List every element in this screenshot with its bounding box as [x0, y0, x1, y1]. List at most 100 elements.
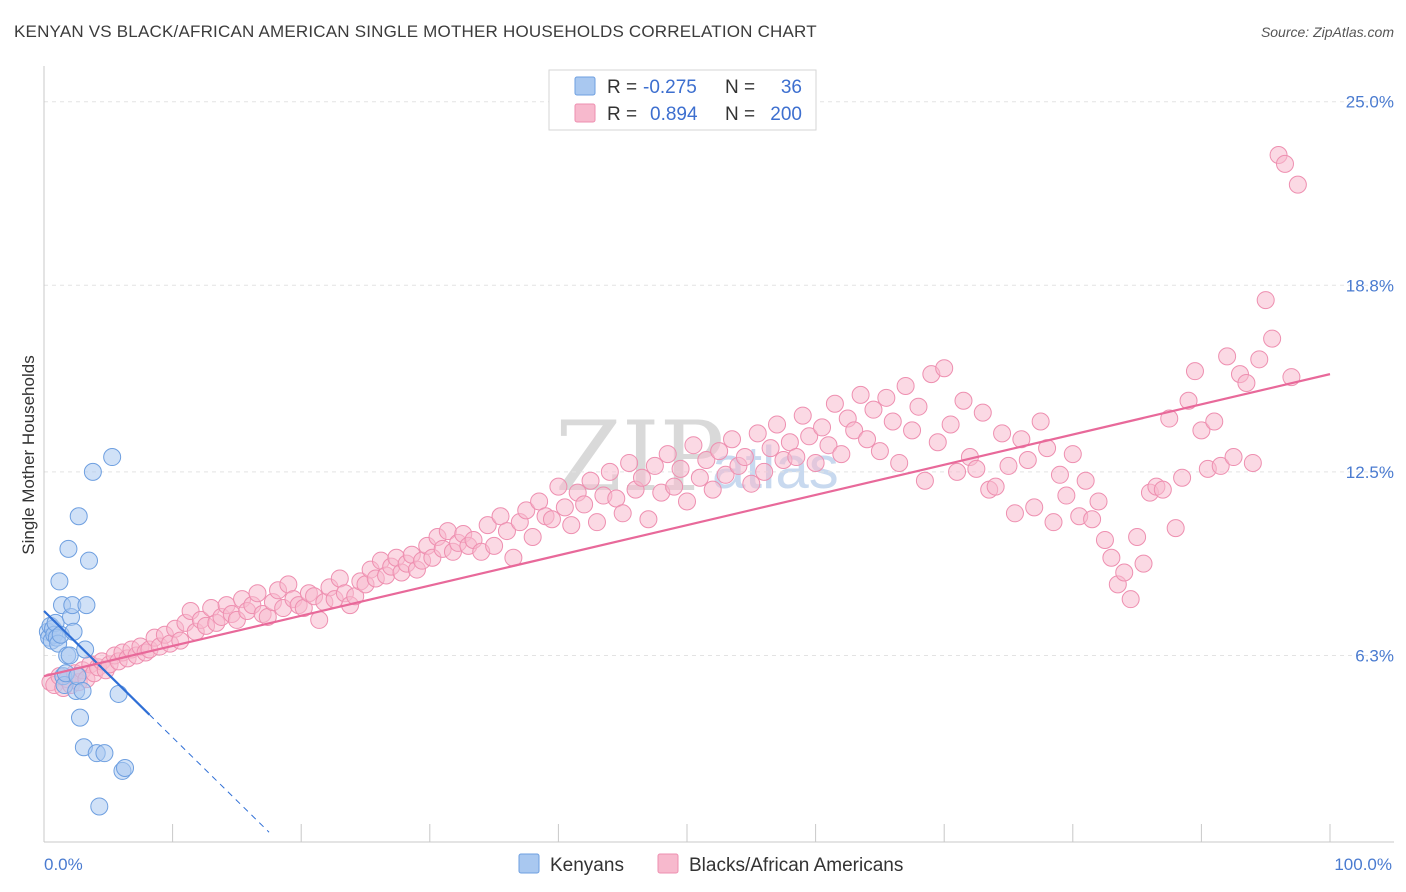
black-point — [735, 448, 754, 467]
kenyan-point — [60, 646, 79, 665]
y-tick-labels: 6.3% 12.5% 18.8% 25.0% — [1346, 93, 1394, 666]
black-point — [665, 477, 684, 496]
black-point — [1095, 530, 1114, 549]
kenyan-point — [103, 448, 122, 467]
black-point — [600, 462, 619, 481]
black-point — [800, 427, 819, 446]
black-point — [523, 527, 542, 546]
black-point — [1089, 492, 1108, 511]
kenyan-point — [59, 539, 78, 558]
black-point — [819, 436, 838, 455]
black-point — [1243, 453, 1262, 472]
source-credit: Source: ZipAtlas.com — [1260, 24, 1394, 40]
black-point — [903, 421, 922, 440]
black-point — [587, 513, 606, 532]
black-point — [1237, 374, 1256, 393]
black-point — [562, 516, 581, 535]
black-point — [1263, 329, 1282, 348]
correlation-legend: R = -0.275 N = 36 R = 0.894 N = 200 — [548, 69, 817, 131]
black-point — [575, 495, 594, 514]
data-points — [38, 145, 1307, 816]
black-point — [1256, 291, 1275, 310]
black-point — [941, 415, 960, 434]
black-point — [710, 442, 729, 461]
kenyan-point — [73, 681, 92, 700]
black-point — [755, 462, 774, 481]
black-point — [1275, 154, 1294, 173]
black-point — [671, 459, 690, 478]
black-point — [935, 359, 954, 378]
black-point — [684, 436, 703, 455]
kenyan-point — [80, 551, 99, 570]
legend-label-blacks: Blacks/African Americans — [689, 855, 903, 876]
black-point — [877, 388, 896, 407]
kenyan-trend-line-extension — [149, 714, 270, 833]
kenyan-point — [77, 596, 96, 615]
black-point — [1166, 519, 1185, 538]
black-point — [999, 456, 1018, 475]
black-point — [1250, 350, 1269, 369]
y-tick-label: 6.3% — [1355, 646, 1394, 665]
black-point — [864, 400, 883, 419]
y-tick-label: 18.8% — [1346, 276, 1394, 295]
black-point — [1121, 590, 1140, 609]
black-point — [1057, 486, 1076, 505]
black-point — [1134, 554, 1153, 573]
kenyan-point — [71, 708, 90, 727]
legend-n-value: 200 — [770, 104, 802, 125]
black-point — [813, 418, 832, 437]
legend-swatch-blacks — [657, 853, 679, 874]
black-trend-line — [43, 373, 1331, 678]
black-point — [825, 394, 844, 413]
black-point — [248, 584, 267, 603]
black-point — [1018, 451, 1037, 469]
kenyan-point — [83, 462, 102, 481]
black-point — [1102, 548, 1121, 567]
black-point — [748, 424, 767, 443]
black-point — [1012, 430, 1031, 449]
black-point — [967, 459, 986, 478]
black-point — [478, 516, 497, 535]
legend-r-label: R = — [607, 77, 637, 98]
black-point — [896, 376, 915, 395]
black-point — [690, 468, 709, 487]
black-point — [1224, 448, 1243, 467]
black-point — [787, 448, 806, 467]
legend-label-kenyans: Kenyans — [550, 855, 624, 876]
black-point — [1185, 362, 1204, 381]
black-point — [858, 430, 877, 449]
axes — [43, 66, 1394, 843]
black-point — [1063, 445, 1082, 464]
black-point — [697, 451, 716, 469]
kenyan-point — [90, 797, 109, 816]
legend-r-value: -0.275 — [643, 77, 697, 98]
black-point — [613, 504, 632, 523]
black-point — [1031, 412, 1050, 431]
legend-swatch-blacks — [574, 103, 596, 123]
kenyan-point — [50, 572, 69, 591]
legend-r-value: 0.894 — [650, 104, 698, 125]
black-point — [993, 424, 1012, 443]
x-tick-labels: 0.0% 100.0% — [44, 855, 1392, 874]
black-point — [607, 489, 626, 508]
black-point — [845, 421, 864, 440]
black-point — [1153, 480, 1172, 499]
y-tick-label: 25.0% — [1346, 93, 1394, 112]
kenyan-point — [109, 684, 128, 703]
black-point — [542, 510, 561, 529]
black-point — [806, 453, 825, 472]
black-point — [1050, 465, 1069, 484]
black-point — [678, 492, 696, 511]
black-point — [620, 453, 639, 472]
y-tick-label: 12.5% — [1346, 463, 1394, 482]
black-point — [1076, 471, 1095, 490]
kenyan-point — [64, 622, 83, 641]
black-point — [851, 385, 870, 404]
black-point — [973, 403, 992, 422]
black-point — [645, 456, 664, 475]
kenyan-point — [76, 640, 95, 659]
black-point — [1005, 504, 1024, 523]
black-point — [703, 480, 722, 499]
black-point — [832, 445, 851, 464]
